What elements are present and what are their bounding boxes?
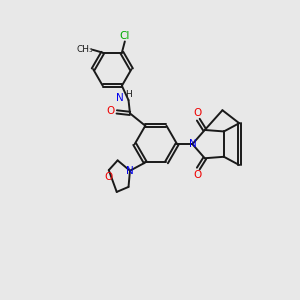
Text: O: O bbox=[194, 170, 202, 180]
Text: H: H bbox=[125, 90, 132, 99]
Text: O: O bbox=[106, 106, 114, 116]
Text: Cl: Cl bbox=[120, 31, 130, 40]
Text: O: O bbox=[104, 172, 112, 182]
Text: CH₃: CH₃ bbox=[76, 45, 93, 54]
Text: N: N bbox=[126, 166, 134, 176]
Text: O: O bbox=[194, 108, 202, 118]
Text: N: N bbox=[116, 93, 124, 103]
Text: N: N bbox=[188, 139, 196, 149]
